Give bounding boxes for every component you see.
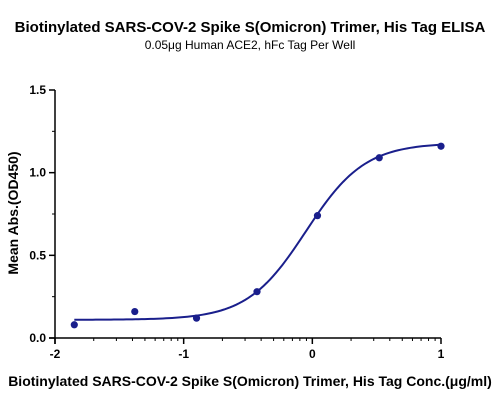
x-tick-label: -2 — [50, 347, 61, 361]
x-tick-label: -1 — [178, 347, 189, 361]
data-point — [131, 307, 139, 316]
x-tick-label: 1 — [438, 347, 445, 361]
data-point — [437, 142, 445, 150]
y-tick-label: 1.0 — [29, 166, 46, 180]
chart-title: Biotinylated SARS-COV-2 Spike S(Omicron)… — [15, 19, 486, 36]
chart-subtitle: 0.05μg Human ACE2, hFc Tag Per Well — [145, 38, 356, 52]
x-axis-label: Biotinylated SARS-COV-2 Spike S(Omicron)… — [8, 373, 492, 389]
y-tick-label: 0.0 — [29, 331, 46, 345]
data-point — [192, 314, 201, 322]
data-point — [253, 288, 261, 296]
data-points-layer — [70, 142, 445, 329]
y-axis-label: Mean Abs.(OD450) — [5, 151, 21, 274]
y-tick-label: 1.5 — [29, 83, 46, 97]
data-point — [70, 321, 78, 329]
y-tick-label: 0.5 — [29, 248, 46, 262]
data-point — [313, 212, 322, 220]
data-point — [375, 154, 383, 162]
axes: 0.0 0.5 1.0 1.5 -2 -1 0 1 — [29, 83, 444, 361]
x-tick-label: 0 — [309, 347, 316, 361]
